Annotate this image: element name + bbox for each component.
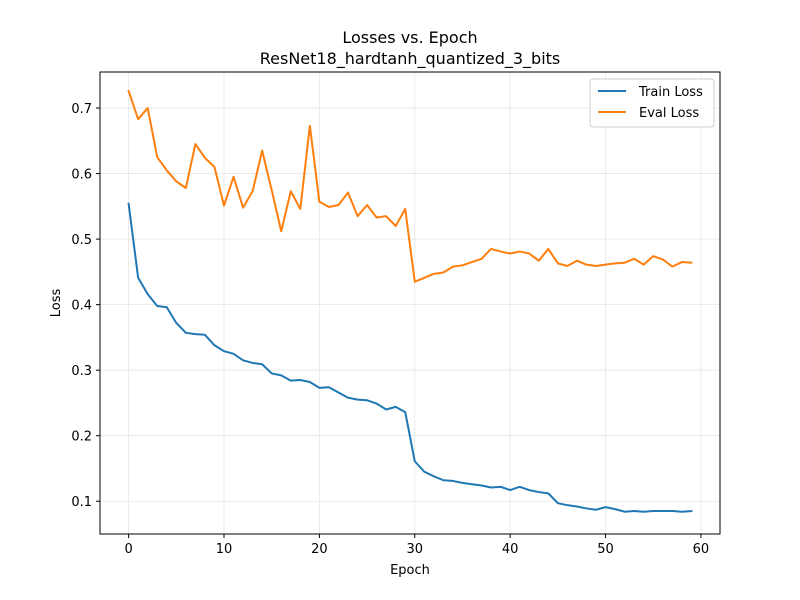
x-tick-label: 0 [124,542,132,557]
x-tick-label: 10 [216,542,233,557]
series-line-eval-loss [127,89,693,283]
legend-label-train-loss: Train Loss [638,85,703,100]
y-tick-label: 0.7 [71,102,92,117]
y-tick-label: 0.2 [71,430,92,445]
series-line-train-loss [127,202,693,513]
y-tick-label: 0.3 [71,364,92,379]
legend: Train Loss Eval Loss [589,78,715,128]
y-axis-label: Loss [49,289,64,318]
legend-label-eval-loss: Eval Loss [639,106,699,121]
x-axis-label: Epoch [390,563,430,578]
y-tick-label: 0.5 [71,233,92,248]
x-axis-ticks: 0 10 20 30 40 50 60 [124,534,709,557]
chart-subtitle: ResNet18_hardtanh_quantized_3_bits [260,49,561,69]
x-tick-label: 30 [406,542,423,557]
x-tick-label: 50 [597,542,614,557]
series-lines [127,89,693,513]
x-tick-label: 40 [502,542,519,557]
y-axis-ticks: 0.1 0.2 0.3 0.4 0.5 0.6 0.7 [71,102,100,510]
x-tick-label: 20 [311,542,328,557]
y-tick-label: 0.4 [71,299,92,314]
grid-lines [100,72,720,534]
y-tick-label: 0.1 [71,495,92,510]
x-tick-label: 60 [693,542,710,557]
chart-title: Losses vs. Epoch [342,28,477,47]
plot-area-frame [99,71,721,535]
y-tick-label: 0.6 [71,168,92,183]
